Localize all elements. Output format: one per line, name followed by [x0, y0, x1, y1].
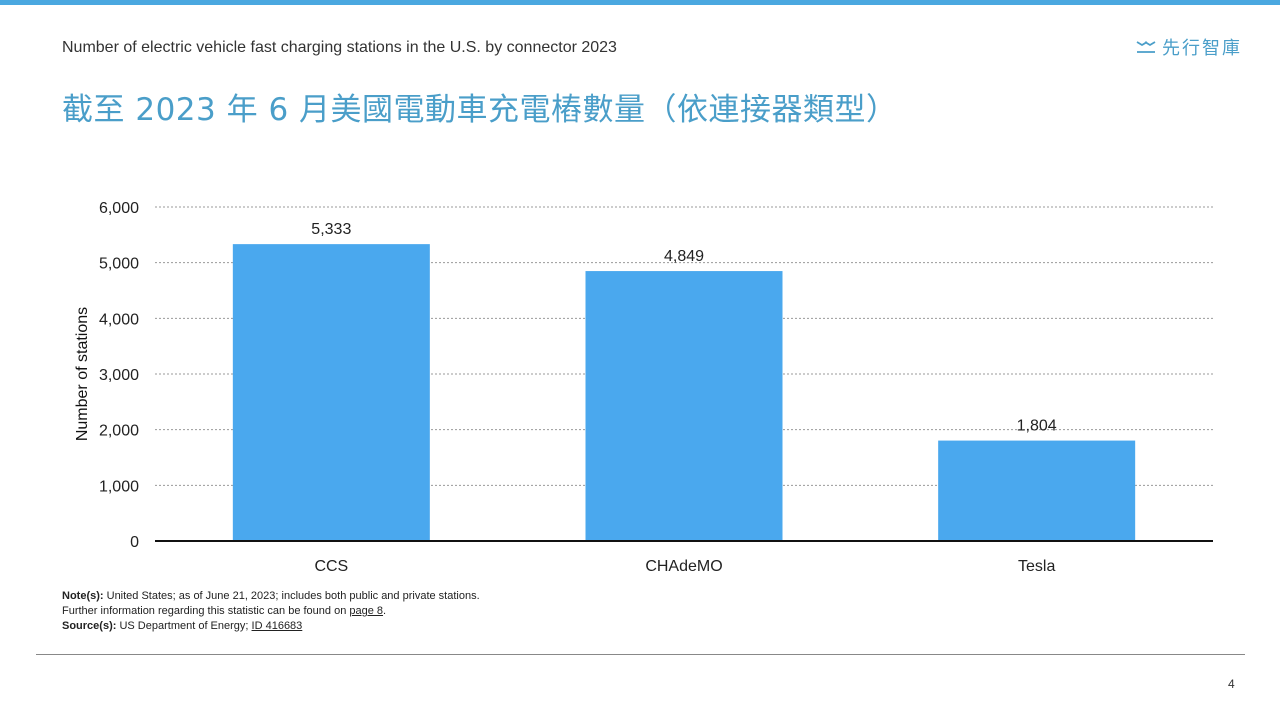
chart-notes: Note(s): United States; as of June 21, 2…: [62, 589, 480, 634]
y-tick-label: 1,000: [99, 478, 139, 495]
note-label: Note(s):: [62, 590, 104, 602]
x-tick-label: CHAdeMO: [645, 558, 722, 575]
data-label: 5,333: [311, 221, 351, 238]
y-tick-label: 3,000: [99, 367, 139, 384]
page-number: 4: [1228, 677, 1235, 691]
further-text: Further information regarding this stati…: [62, 605, 350, 617]
further-end: .: [383, 605, 387, 617]
top-accent-bar: [0, 0, 1280, 5]
y-tick-label: 4,000: [99, 311, 139, 328]
logo-mark-icon: [1136, 41, 1156, 53]
source-id-link[interactable]: ID 416683: [251, 620, 303, 632]
x-tick-label: CCS: [314, 558, 348, 575]
source-label: Source(s):: [62, 620, 117, 632]
note-text: United States; as of June 21, 2023; incl…: [103, 590, 480, 602]
logo-text: 先行智庫: [1162, 38, 1242, 59]
data-label: 1,804: [1017, 418, 1057, 435]
y-tick-label: 6,000: [99, 200, 139, 217]
note-line: Note(s): United States; as of June 21, 2…: [62, 589, 480, 604]
x-tick-label: Tesla: [1018, 558, 1055, 575]
brand-logo: 先行智庫: [1136, 34, 1242, 60]
page-subtitle: Number of electric vehicle fast charging…: [62, 39, 617, 56]
y-tick-label: 0: [130, 534, 139, 551]
further-info-line: Further information regarding this stati…: [62, 604, 480, 619]
y-tick-label: 5,000: [99, 256, 139, 273]
bottom-divider: [36, 654, 1245, 655]
y-tick-label: 2,000: [99, 423, 139, 440]
page-link[interactable]: page 8: [349, 605, 384, 617]
bar: [585, 271, 783, 541]
bar: [938, 440, 1136, 541]
y-axis-label: Number of stations: [74, 307, 91, 441]
bar: [232, 244, 430, 541]
source-text: US Department of Energy;: [116, 620, 252, 632]
bar-chart: 0 1,000 2,000 3,000 4,000 5,000 6,000 5,333 CCS 4…: [74, 200, 1213, 575]
data-label: 4,849: [664, 248, 704, 265]
source-line: Source(s): US Department of Energy; ID 4…: [62, 619, 480, 634]
page-title: 截至 2023 年 6 月美國電動車充電樁數量（依連接器類型）: [62, 92, 898, 128]
